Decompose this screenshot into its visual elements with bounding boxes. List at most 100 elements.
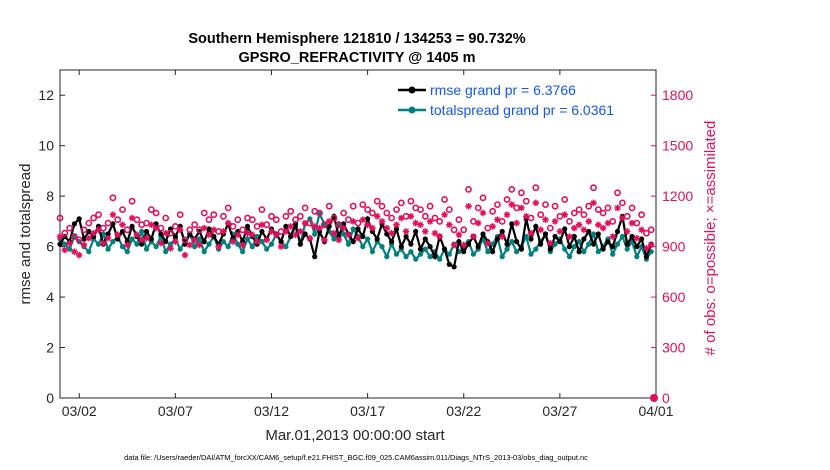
rmse-point: [422, 236, 428, 242]
obs-assimilated-point: [186, 241, 194, 249]
rmse-point: [590, 241, 597, 247]
obs-assimilated-point: [148, 221, 155, 229]
totalspread-point: [393, 251, 400, 257]
obs-assimilated-point: [268, 228, 275, 235]
obs-possible-point: [325, 202, 333, 210]
rmse-point: [71, 221, 77, 227]
rmse-point: [57, 241, 63, 247]
obs-assimilated-point: [71, 248, 78, 255]
obs-assimilated-point: [282, 228, 290, 235]
obs-possible-point: [85, 219, 93, 227]
obs-possible-point: [489, 207, 496, 215]
obs-possible-point: [292, 216, 299, 224]
rmse-point: [533, 223, 539, 229]
obs-assimilated-point: [292, 231, 299, 239]
obs-possible-point: [99, 224, 107, 232]
obs-possible-point: [594, 206, 602, 213]
obs-possible-point: [493, 201, 501, 208]
totalspread-point: [220, 239, 226, 245]
obs-assimilated-point: [556, 228, 564, 235]
obs-possible-point: [383, 209, 391, 217]
obs-possible-point: [436, 217, 444, 225]
obs-assimilated-point: [152, 224, 160, 232]
y-tick-label: 0: [46, 390, 54, 406]
totalspread-point: [614, 241, 621, 247]
obs-assimilated-point: [595, 221, 602, 229]
footer-data-file: data file: /Users/raeder/DAI/ATM_forcXX/…: [124, 453, 588, 462]
obs-assimilated-point: [138, 236, 146, 244]
obs-assimilated-point: [383, 224, 391, 232]
obs-possible-point: [474, 204, 482, 212]
totalspread-point: [235, 241, 241, 247]
obs-possible-point: [229, 222, 237, 230]
obs-possible-point: [532, 184, 540, 192]
obs-possible-point: [152, 209, 160, 217]
rmse-point: [427, 244, 433, 250]
rmse-point: [398, 244, 404, 250]
totalspread-point: [590, 231, 597, 237]
obs-possible-point: [590, 184, 597, 192]
obs-assimilated-point: [513, 219, 520, 227]
obs-assimilated-point: [128, 214, 136, 222]
obs-assimilated-point: [498, 233, 506, 240]
obs-possible-point: [527, 214, 535, 222]
totalspread-point: [124, 249, 130, 255]
totalspread-point: [485, 249, 491, 255]
totalspread-point: [360, 244, 366, 250]
legend-rmse-marker: [408, 86, 416, 94]
obs-possible-point: [614, 189, 621, 197]
obs-possible-point: [599, 209, 607, 217]
obs-assimilated-point: [191, 236, 198, 244]
obs-assimilated-point: [633, 234, 641, 242]
y-tick-right-label: 900: [662, 239, 686, 255]
obs-possible-point: [263, 221, 271, 229]
rmse-point: [552, 233, 558, 240]
obs-possible-point: [373, 197, 381, 205]
rmse-point: [514, 239, 520, 245]
obs-assimilated-point: [109, 211, 117, 218]
obs-assimilated-point: [421, 228, 429, 235]
obs-possible-point: [316, 209, 323, 217]
obs-possible-point: [320, 221, 328, 229]
obs-possible-point: [75, 236, 83, 244]
obs-assimilated-point: [321, 236, 328, 244]
obs-assimilated-point: [272, 231, 280, 239]
obs-possible-point: [580, 211, 588, 219]
rmse-point: [413, 228, 419, 235]
totalspread-point: [196, 236, 202, 242]
legend-rmse-label: rmse grand pr = 6.3766: [430, 82, 576, 98]
obs-possible-point: [80, 226, 88, 234]
rmse-point: [624, 241, 630, 247]
rmse-point: [581, 236, 587, 242]
obs-possible-point: [61, 229, 69, 237]
totalspread-point: [105, 246, 111, 252]
obs-assimilated-point: [599, 224, 607, 232]
obs-possible-point: [119, 206, 126, 213]
y-tick-right-label: 1800: [662, 87, 693, 103]
obs-assimilated-point: [465, 202, 472, 210]
rmse-point: [297, 241, 303, 247]
obs-possible-point: [393, 206, 400, 213]
rmse-point: [148, 236, 154, 242]
rmse-point: [614, 228, 621, 235]
totalspread-point: [365, 236, 371, 242]
rmse-point: [461, 249, 467, 255]
rmse-point: [562, 226, 568, 232]
obs-assimilated-point: [638, 226, 645, 234]
obs-possible-point: [104, 219, 112, 227]
obs-assimilated-point: [436, 233, 444, 240]
obs-possible-point: [191, 221, 198, 229]
rmse-point: [201, 239, 207, 245]
obs-possible-point: [551, 202, 559, 210]
y-tick-label: 12: [38, 87, 54, 103]
rmse-point: [172, 233, 178, 240]
obs-possible-point: [633, 219, 641, 227]
obs-assimilated-point: [133, 231, 141, 239]
rmse-point: [81, 236, 87, 242]
obs-assimilated-point: [234, 231, 242, 239]
rmse-point: [129, 223, 135, 229]
obs-possible-point: [71, 233, 78, 240]
obs-assimilated-point: [532, 199, 540, 207]
obs-possible-point: [95, 211, 102, 219]
obs-assimilated-point: [114, 231, 121, 239]
